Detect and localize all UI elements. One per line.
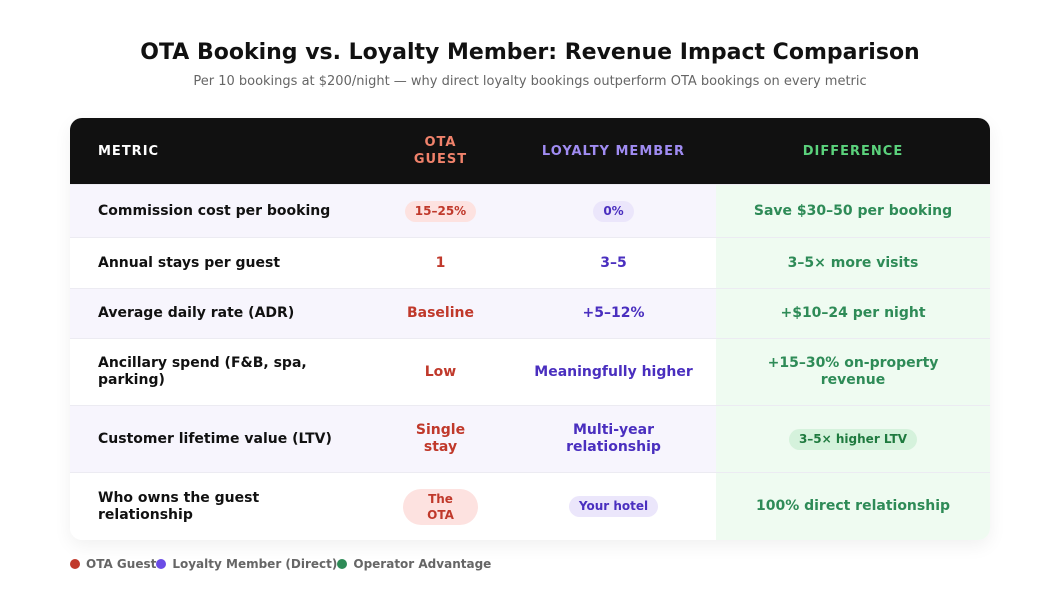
table-row: Average daily rate (ADR) Baseline +5–12%…	[70, 288, 990, 338]
table-row: Ancillary spend (F&B, spa, parking) Low …	[70, 338, 990, 405]
loyalty-value: 3–5	[600, 254, 627, 271]
legend: OTA Guest Loyalty Member (Direct) Operat…	[70, 557, 491, 571]
column-header-ota-line1: OTA	[424, 135, 457, 150]
ota-commission-badge: 15–25%	[404, 200, 477, 222]
page-title: OTA Booking vs. Loyalty Member: Revenue …	[140, 40, 920, 65]
legend-label: Operator Advantage	[353, 557, 492, 571]
loyalty-cell: Multi-year relationship	[511, 406, 716, 472]
ota-owner-badge: The OTA	[403, 488, 478, 525]
difference-text: +$10–24 per night	[780, 305, 926, 321]
loyalty-value: Meaningfully higher	[534, 363, 693, 380]
legend-dot-icon	[156, 559, 167, 569]
loyalty-value: +5–12%	[582, 305, 645, 321]
ota-cell: Baseline	[370, 289, 511, 338]
loyalty-cell: 0%	[511, 185, 716, 237]
ota-cell: 1	[370, 238, 511, 288]
difference-cell: 3–5× higher LTV	[716, 406, 990, 472]
legend-item-loyalty-member: Loyalty Member (Direct)	[156, 557, 337, 571]
legend-label: OTA Guest	[86, 557, 157, 571]
legend-item-ota-guest: OTA Guest	[70, 557, 156, 571]
column-header-loyalty-member: LOYALTY MEMBER	[541, 143, 686, 159]
difference-text: +15–30% on-property revenue	[767, 355, 939, 388]
metric-cell: Average daily rate (ADR)	[70, 289, 370, 338]
ota-cell: Single stay	[370, 406, 511, 472]
loyalty-commission-badge: 0%	[593, 200, 634, 222]
metric-cell: Who owns the guest relationship	[70, 473, 370, 540]
ltv-difference-badge: 3–5× higher LTV	[788, 428, 918, 450]
ota-value: 1	[435, 254, 446, 271]
column-header-metric: METRIC	[98, 143, 160, 159]
ota-value: Baseline	[406, 305, 474, 321]
ota-cell: 15–25%	[370, 185, 511, 237]
table-row: Annual stays per guest 1 3–5 3–5× more v…	[70, 237, 990, 288]
table-row: Who owns the guest relationship The OTA …	[70, 472, 990, 540]
difference-cell: +15–30% on-property revenue	[716, 339, 990, 405]
comparison-table: METRIC OTA GUEST LOYALTY MEMBER DIFFEREN…	[70, 118, 990, 540]
column-header-difference: DIFFERENCE	[802, 143, 904, 159]
loyalty-cell: 3–5	[511, 238, 716, 288]
difference-text: 3–5× more visits	[787, 254, 919, 271]
difference-cell: 3–5× more visits	[716, 238, 990, 288]
ota-cell: Low	[370, 339, 511, 405]
page-subtitle: Per 10 bookings at $200/night — why dire…	[193, 74, 867, 89]
column-header-ota-line2: GUEST	[413, 152, 468, 167]
loyalty-cell: Meaningfully higher	[511, 339, 716, 405]
table-header-row: METRIC OTA GUEST LOYALTY MEMBER DIFFEREN…	[70, 118, 990, 184]
loyalty-cell: +5–12%	[511, 289, 716, 338]
metric-cell: Customer lifetime value (LTV)	[70, 406, 370, 472]
metric-cell: Commission cost per booking	[70, 185, 370, 237]
column-header-ota-guest: OTA GUEST	[370, 134, 511, 168]
difference-cell: 100% direct relationship	[716, 473, 990, 540]
loyalty-owner-badge: Your hotel	[568, 496, 659, 517]
ota-cell: The OTA	[370, 473, 511, 540]
ota-value: Single stay	[415, 422, 466, 455]
table-row: Customer lifetime value (LTV) Single sta…	[70, 405, 990, 472]
legend-label: Loyalty Member (Direct)	[172, 557, 338, 571]
difference-cell: +$10–24 per night	[716, 289, 990, 338]
difference-text: 100% direct relationship	[755, 498, 951, 514]
metric-cell: Annual stays per guest	[70, 238, 370, 288]
ota-value: Low	[424, 363, 457, 380]
legend-dot-icon	[337, 559, 348, 569]
difference-text: Save $30–50 per booking	[753, 202, 953, 219]
legend-item-operator-advantage: Operator Advantage	[337, 557, 491, 571]
difference-cell: Save $30–50 per booking	[716, 185, 990, 237]
table-row: Commission cost per booking 15–25% 0% Sa…	[70, 184, 990, 237]
legend-dot-icon	[70, 559, 80, 569]
loyalty-value: Multi-year relationship	[566, 422, 661, 455]
metric-cell: Ancillary spend (F&B, spa, parking)	[70, 339, 370, 405]
loyalty-cell: Your hotel	[511, 473, 716, 540]
